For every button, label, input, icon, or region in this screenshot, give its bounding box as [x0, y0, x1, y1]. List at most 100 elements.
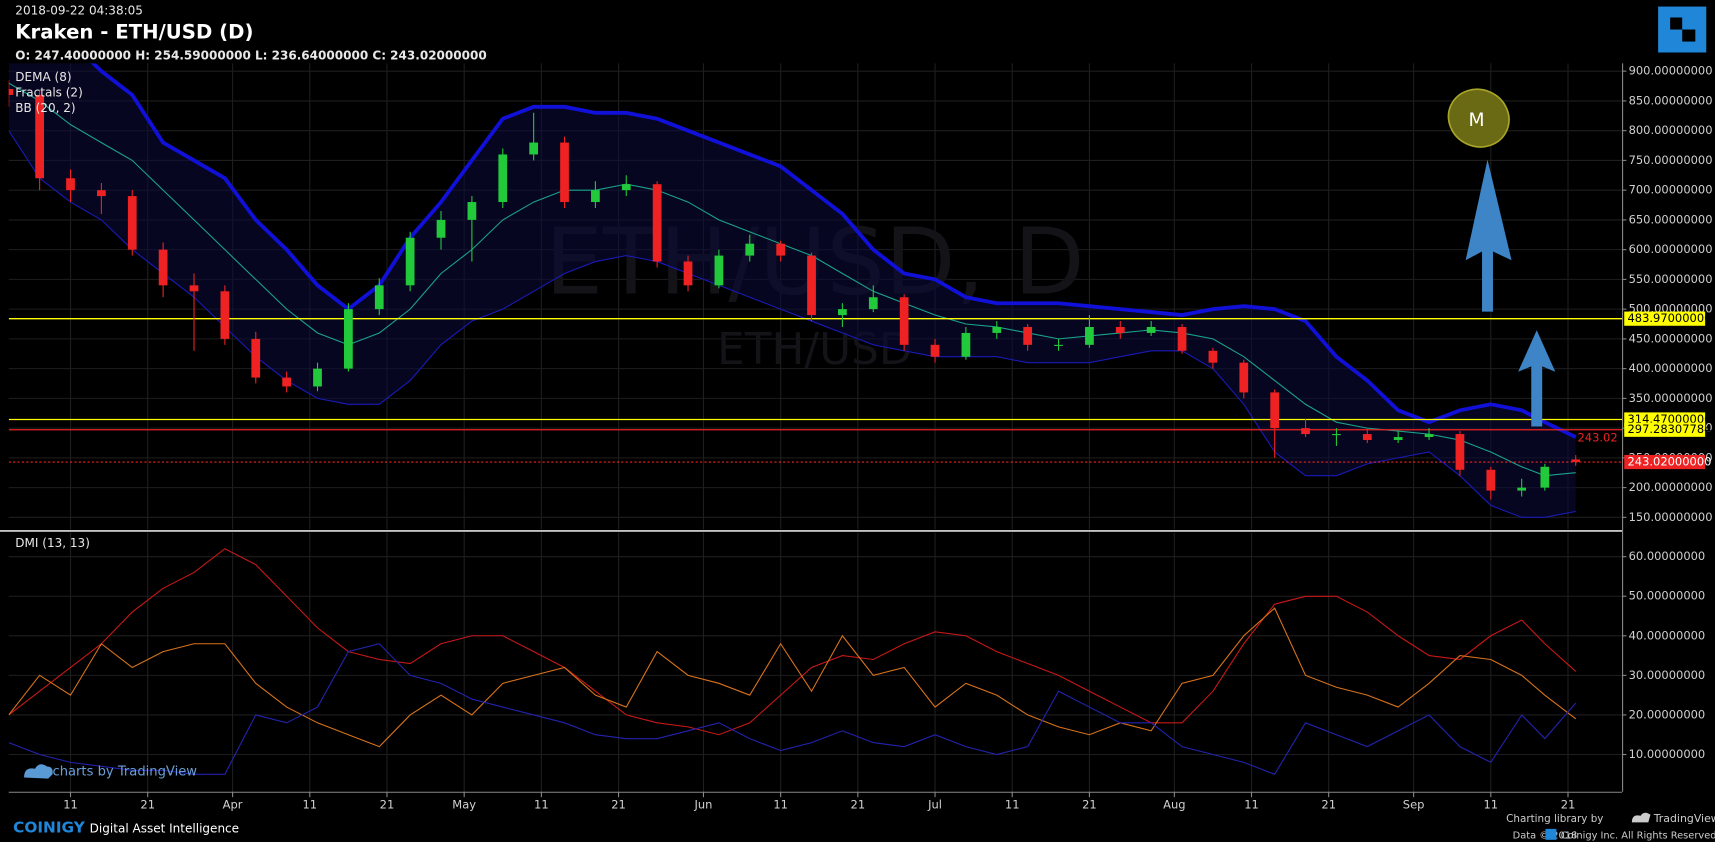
candle-body — [498, 154, 508, 203]
candle-body — [374, 285, 384, 310]
last-price-short: 243.02 — [1578, 430, 1618, 444]
x-tick-label: 11 — [63, 797, 78, 811]
y-tick-label: 750.00000000 — [1629, 153, 1713, 167]
x-tick-label: 21 — [1321, 797, 1336, 811]
indicator-label: Fractals (2) — [15, 85, 82, 99]
x-tick-label: Jul — [927, 797, 942, 811]
y-tick-label: 40.00000000 — [1629, 628, 1706, 642]
candle-body — [1540, 466, 1550, 488]
candle-body — [35, 94, 45, 179]
indicator-label: DEMA (8) — [15, 70, 71, 84]
candle-body — [714, 255, 724, 286]
y-tick-label: 30.00000000 — [1629, 668, 1706, 682]
axis-layer: 11 21 Apr 11 21 May 11 21 Jun 11 21 Jul 11 21 Aug 11 21 S… — [63, 64, 1712, 812]
y-tick-label: 600.00000000 — [1629, 242, 1713, 256]
x-tick-label: 21 — [1082, 797, 1097, 811]
candle-body — [251, 338, 261, 378]
x-tick-label: 21 — [611, 797, 626, 811]
rights: Coinigy Inc. All Rights Reserved. — [1561, 830, 1715, 841]
level-label-box — [1624, 422, 1706, 437]
brand: COINIGY — [13, 818, 86, 836]
annotation-marker — [1447, 88, 1510, 148]
library-credit: Charting library by — [1506, 813, 1603, 825]
last-price-label: 243.02000000 — [1628, 455, 1712, 469]
candle-body — [1362, 434, 1372, 441]
ohlc-readout: O: 247.40000000 H: 254.59000000 L: 236.6… — [15, 48, 486, 62]
candle-body — [127, 196, 137, 250]
level-label: 483.97000000 — [1628, 311, 1712, 325]
candle-body — [868, 297, 878, 310]
candle-body — [838, 309, 847, 316]
candle-body — [621, 184, 631, 191]
candle-body — [652, 184, 662, 262]
candle-body — [807, 255, 816, 316]
dmi-line — [8, 607, 1577, 748]
x-tick-label: 21 — [851, 797, 866, 811]
y-tick-label: 800.00000000 — [1629, 123, 1713, 137]
dmi-panel — [8, 548, 1577, 775]
y-tick-label: 550.00000000 — [1629, 272, 1713, 286]
x-tick-label: Sep — [1403, 797, 1425, 811]
candle-body — [745, 243, 755, 256]
candle-body — [529, 142, 539, 155]
indicator-label: DMI (13, 13) — [15, 536, 90, 550]
candle-body — [158, 249, 168, 286]
candle-body — [1486, 469, 1496, 491]
candle-body — [776, 243, 786, 256]
y-tick-label: 850.00000000 — [1629, 93, 1713, 107]
x-tick-label: 11 — [773, 797, 788, 811]
candle-body — [97, 190, 106, 197]
x-tick-label: 11 — [1484, 797, 1499, 811]
y-tick-label: 900.00000000 — [1629, 64, 1713, 78]
y-tick-label: 60.00000000 — [1629, 549, 1706, 563]
chart-title: Kraken - ETH/USD (D) — [15, 20, 253, 43]
x-tick-label: 21 — [380, 797, 395, 811]
y-tick-label: 650.00000000 — [1629, 212, 1713, 226]
candle-body — [560, 142, 569, 203]
dmi-line — [8, 548, 1577, 736]
x-tick-label: 21 — [140, 797, 155, 811]
overlay-line — [8, 130, 1576, 518]
candle-body — [961, 332, 971, 357]
x-tick-label: May — [452, 797, 476, 811]
level-label: 297.28307784 — [1628, 422, 1712, 436]
x-tick-label: Aug — [1163, 797, 1185, 811]
candle-body — [1023, 326, 1033, 345]
candle-body — [992, 326, 1002, 333]
candle-body — [1517, 487, 1527, 491]
candle-body — [1239, 362, 1249, 393]
candle-body — [1146, 326, 1156, 333]
overlay-line — [8, 82, 1576, 477]
coinigy-logo — [1658, 6, 1707, 53]
y-tick-label: 200.00000000 — [1629, 480, 1713, 494]
logo-cut — [1670, 17, 1683, 30]
price-panel — [8, 63, 1623, 518]
arrow-up — [1465, 159, 1512, 312]
candle-body — [405, 237, 415, 286]
y-tick-label: 150.00000000 — [1629, 510, 1713, 524]
timestamp: 2018-09-22 04:38:05 — [15, 3, 143, 17]
candle-body — [313, 368, 322, 387]
candle-body — [1208, 350, 1218, 363]
x-tick-label: 11 — [1005, 797, 1020, 811]
band-fill — [8, 63, 1576, 518]
candle-body — [1177, 326, 1187, 351]
library-brand: TradingView — [1653, 812, 1715, 825]
tagline: Digital Asset Intelligence — [90, 821, 239, 835]
candle-body — [1424, 434, 1434, 438]
indicator-label: BB (20, 2) — [15, 101, 75, 115]
y-tick-label: 350.00000000 — [1629, 391, 1713, 405]
x-tick-label: Apr — [223, 797, 243, 811]
candle-body — [220, 291, 230, 339]
tv-credit: charts by TradingView — [53, 765, 198, 780]
candle-body — [1115, 326, 1125, 333]
candle-body — [436, 219, 446, 238]
y-tick-label: 20.00000000 — [1629, 707, 1706, 721]
candle-body — [1332, 434, 1341, 436]
x-tick-label: Jun — [694, 797, 713, 811]
x-tick-label: 11 — [302, 797, 317, 811]
candle-body — [1455, 434, 1465, 470]
y-tick-label: 50.00000000 — [1629, 589, 1706, 603]
level-label-box — [1624, 311, 1706, 326]
